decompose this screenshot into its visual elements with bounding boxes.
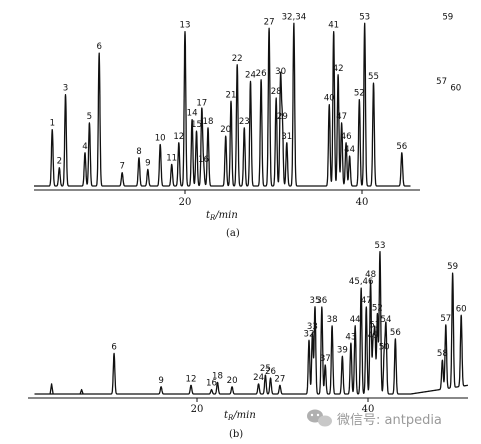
peak-label-b-27: 27 bbox=[274, 374, 285, 384]
panel-label-a: (a) bbox=[226, 228, 240, 239]
peak-label-a-10: 10 bbox=[155, 134, 166, 144]
peak-label-a-8: 8 bbox=[136, 147, 141, 157]
peak-label-a-12: 12 bbox=[173, 132, 184, 142]
peak-label-a-21: 21 bbox=[226, 90, 237, 100]
peak-label-a-44: 44 bbox=[344, 145, 355, 155]
peak-label-a-60: 60 bbox=[450, 84, 461, 94]
peak-label-b-39: 39 bbox=[337, 345, 348, 355]
peak-label-b-47: 47 bbox=[361, 296, 372, 306]
watermark: 微信号: antpedia bbox=[307, 409, 442, 428]
wechat-bubble-icon bbox=[307, 409, 332, 427]
peak-label-a-15: 15 bbox=[191, 120, 202, 130]
peak-label-a-29: 29 bbox=[277, 112, 288, 122]
x-tick-label-b-40: 40 bbox=[362, 404, 375, 415]
peak-label-b-58: 58 bbox=[437, 349, 448, 359]
x-tick-label-a-40: 40 bbox=[356, 197, 369, 208]
peak-label-b-12: 12 bbox=[186, 374, 197, 384]
peak-label-a-14: 14 bbox=[187, 109, 198, 119]
peak-label-b-54: 54 bbox=[381, 315, 392, 325]
peak-label-a-7: 7 bbox=[119, 162, 124, 172]
peak-label-b-20: 20 bbox=[227, 376, 238, 386]
peak-label-a-31: 31 bbox=[281, 132, 292, 142]
peak-label-a-52: 52 bbox=[354, 89, 365, 99]
peak-label-a-22: 22 bbox=[232, 54, 243, 64]
peak-label-a-57: 57 bbox=[436, 77, 447, 87]
peak-label-a-53: 53 bbox=[359, 12, 370, 22]
peak-label-a-47: 47 bbox=[336, 112, 347, 122]
peak-label-a-40: 40 bbox=[324, 94, 335, 104]
peak-label-a-13: 13 bbox=[180, 21, 191, 31]
chromatogram-trace-a bbox=[33, 22, 411, 187]
peak-label-b-24: 24 bbox=[253, 373, 264, 383]
peak-label-b-16: 16 bbox=[206, 379, 217, 389]
peak-label-a-59: 59 bbox=[442, 12, 453, 22]
peak-label-b-48: 48 bbox=[365, 270, 376, 280]
peak-label-a-6: 6 bbox=[96, 42, 101, 52]
peak-label-b-18: 18 bbox=[212, 371, 223, 381]
peak-label-b-53: 53 bbox=[375, 241, 386, 251]
x-tick-label-b-20: 20 bbox=[191, 404, 204, 415]
peak-label-a-2: 2 bbox=[57, 157, 62, 167]
peak-label-b-26: 26 bbox=[265, 367, 276, 377]
peak-label-b-60: 60 bbox=[456, 304, 467, 314]
peak-label-a-41: 41 bbox=[328, 21, 339, 31]
peak-label-b-50: 50 bbox=[379, 342, 390, 352]
peak-label-a-55: 55 bbox=[368, 72, 379, 82]
peak-label-b-59: 59 bbox=[447, 262, 458, 272]
peak-label-a-28: 28 bbox=[271, 87, 282, 97]
peak-label-a-11: 11 bbox=[166, 153, 177, 163]
panel-label-b: (b) bbox=[229, 429, 243, 440]
peak-label-b-38: 38 bbox=[327, 315, 338, 325]
peak-label-b-44: 44 bbox=[350, 315, 361, 325]
peak-label-a-17: 17 bbox=[196, 99, 207, 109]
peak-label-b-45-46: 45,46 bbox=[349, 277, 374, 287]
x-tick-label-a-20: 20 bbox=[179, 197, 192, 208]
peak-label-a-32-34: 32,34 bbox=[282, 12, 307, 22]
watermark-text: 微信号: antpedia bbox=[337, 413, 442, 428]
peak-label-b-51: 51 bbox=[369, 321, 380, 331]
peak-label-a-24: 24 bbox=[245, 70, 256, 80]
peak-label-b-57: 57 bbox=[440, 314, 451, 324]
peak-label-b-56: 56 bbox=[390, 328, 401, 338]
peak-label-b-33: 33 bbox=[307, 322, 318, 332]
peak-label-b-32: 32 bbox=[304, 329, 315, 339]
peak-label-a-18: 18 bbox=[203, 117, 214, 127]
peak-label-a-56: 56 bbox=[396, 142, 407, 152]
peak-label-a-42: 42 bbox=[333, 64, 344, 74]
x-ticks-b: 20 40 bbox=[191, 398, 375, 415]
peak-label-b-25: 25 bbox=[260, 364, 271, 374]
peak-label-a-3: 3 bbox=[63, 84, 68, 94]
x-ticks-a: 20 40 bbox=[179, 190, 369, 208]
peak-label-a-1: 1 bbox=[50, 119, 55, 129]
peak-label-b-9: 9 bbox=[158, 376, 163, 386]
peak-label-b-52: 52 bbox=[372, 303, 383, 313]
peak-label-b-43: 43 bbox=[345, 332, 356, 342]
peak-label-a-27: 27 bbox=[264, 17, 275, 27]
peak-label-a-30: 30 bbox=[275, 67, 286, 77]
peak-label-a-26: 26 bbox=[256, 69, 267, 79]
peak-label-b-36: 36 bbox=[316, 296, 327, 306]
peak-label-a-5: 5 bbox=[87, 112, 92, 122]
peak-label-a-16: 16 bbox=[198, 155, 209, 165]
peak-label-a-4: 4 bbox=[82, 142, 87, 152]
peak-label-a-23: 23 bbox=[239, 117, 250, 127]
x-axis-title-a: tR/min bbox=[206, 210, 238, 222]
peak-label-a-9: 9 bbox=[145, 158, 150, 168]
peak-label-b-49: 49 bbox=[368, 331, 379, 341]
peak-label-b-35: 35 bbox=[310, 296, 321, 306]
peak-label-b-6: 6 bbox=[111, 342, 116, 352]
peak-label-b-37: 37 bbox=[320, 354, 331, 364]
x-axis-title-b: tR/min bbox=[224, 410, 256, 422]
peak-label-a-20: 20 bbox=[220, 125, 231, 135]
chromatogram-trace-b bbox=[34, 250, 469, 395]
peak-label-a-46: 46 bbox=[341, 132, 352, 142]
